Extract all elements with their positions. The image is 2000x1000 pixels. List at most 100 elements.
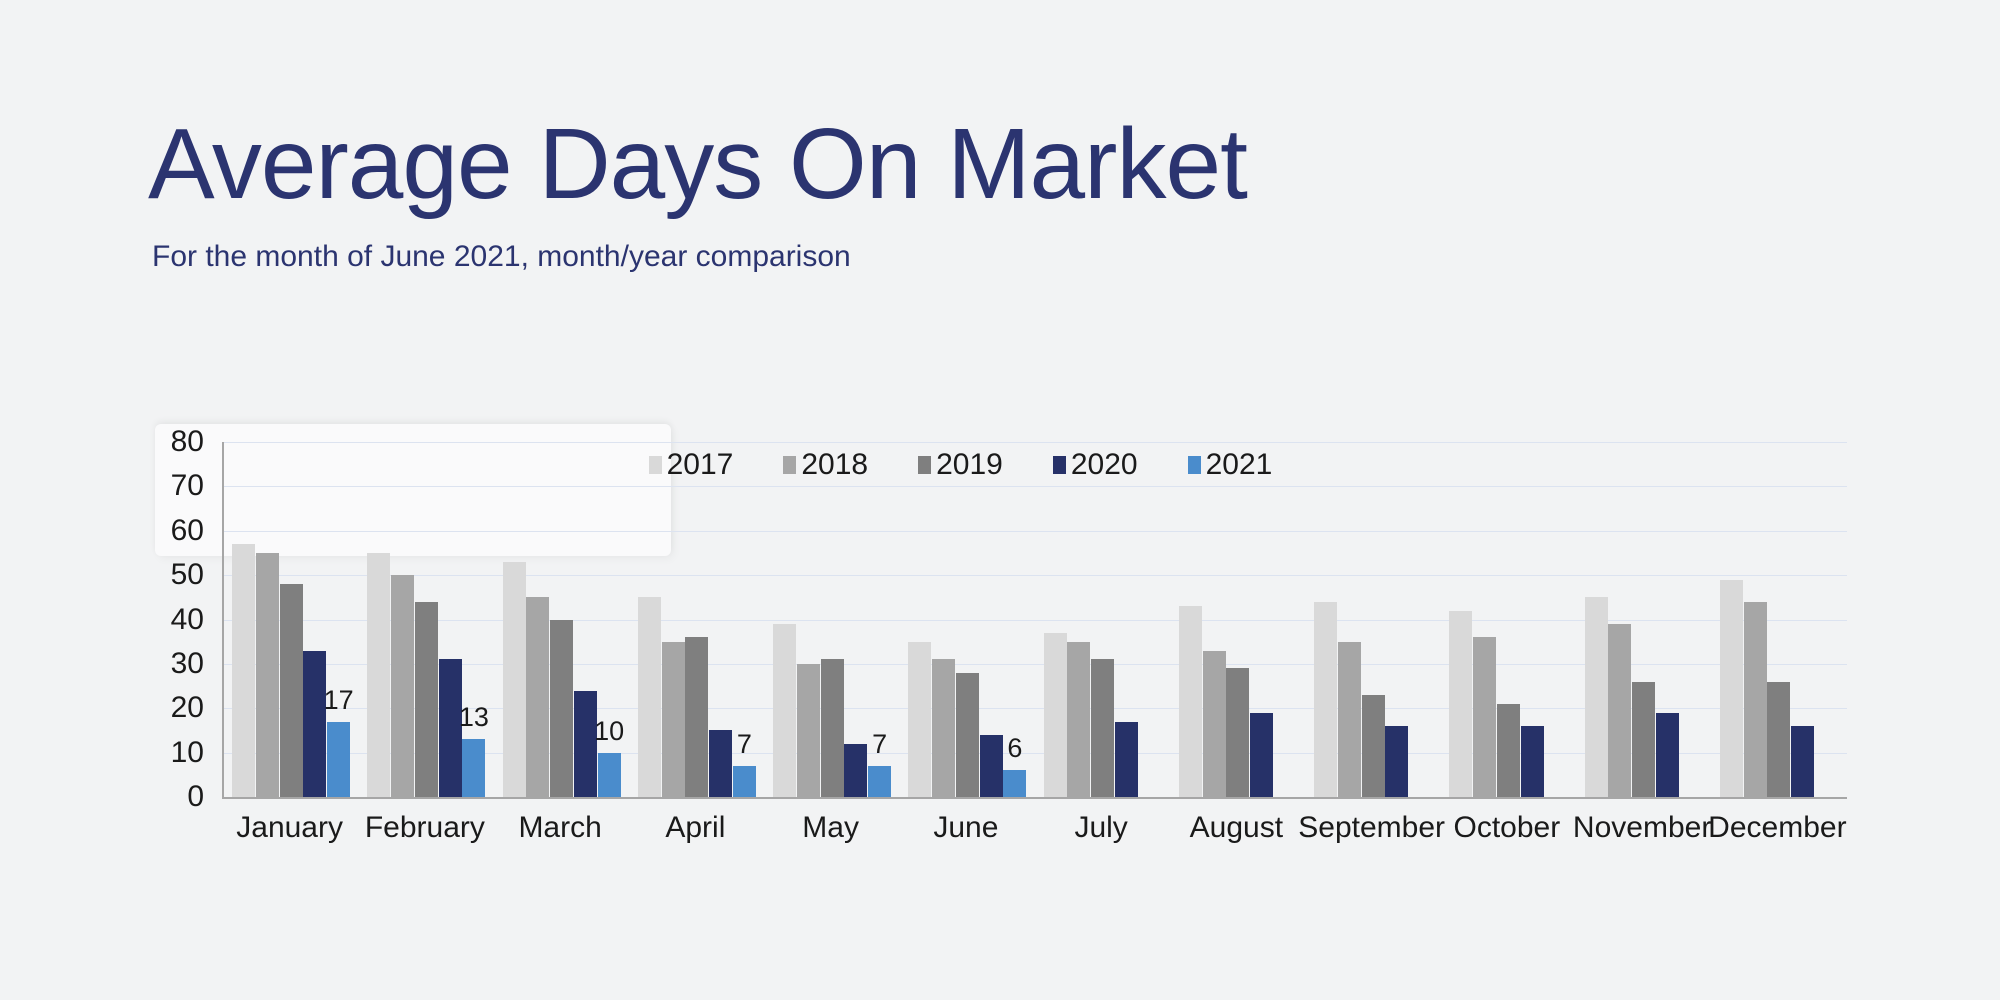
bar-2017-october <box>1449 610 1473 797</box>
bar-2020-march <box>573 690 597 797</box>
bar-2019-may <box>820 659 844 797</box>
page-subtitle: For the month of June 2021, month/year c… <box>152 240 851 273</box>
bar-group-february: 13 <box>359 442 494 797</box>
y-tick-label-60: 60 <box>170 513 204 547</box>
bar-2018-october <box>1473 637 1497 797</box>
bar-2018-august <box>1202 650 1226 797</box>
bar-2021-january <box>327 721 351 797</box>
bar-2018-december <box>1743 601 1767 797</box>
x-tick-label-january: January <box>236 811 343 844</box>
highlight-panel <box>155 424 671 556</box>
y-tick-label-70: 70 <box>170 469 204 503</box>
x-tick-label-october: October <box>1453 811 1561 844</box>
legend-marker-2018 <box>783 456 797 474</box>
legend-item-2020: 2020 <box>1052 450 1138 480</box>
data-label-2021-april: 7 <box>736 728 752 759</box>
legend-marker-2021 <box>1187 456 1201 474</box>
bar-2020-august <box>1250 712 1274 797</box>
x-tick-label-february: February <box>364 811 485 844</box>
data-label-2021-february: 13 <box>458 702 489 733</box>
x-tick-label-june: June <box>933 811 999 844</box>
bar-2020-june <box>979 734 1003 797</box>
bar-2019-june <box>955 672 979 797</box>
bar-2019-february <box>414 601 438 797</box>
bar-2017-september <box>1314 601 1337 797</box>
bar-2017-july <box>1043 632 1067 797</box>
legend-item-2019: 2019 <box>918 450 1003 480</box>
bar-2017-august <box>1178 606 1202 797</box>
bar-2021-may <box>868 765 892 797</box>
gridline-30 <box>224 663 1847 665</box>
bar-2020-december <box>1791 726 1815 797</box>
y-tick-label-50: 50 <box>170 558 204 592</box>
bar-2020-july <box>1114 721 1138 797</box>
bar-2019-april <box>685 637 709 797</box>
x-tick-label-december: December <box>1708 811 1847 844</box>
bar-2017-february <box>367 552 391 797</box>
bar-2020-october <box>1520 726 1544 797</box>
x-tick-label-august: August <box>1189 811 1284 844</box>
bar-2019-march <box>550 619 574 797</box>
bar-2021-march <box>597 752 621 797</box>
legend-item-2017: 2017 <box>648 450 733 480</box>
bar-2019-december <box>1767 681 1791 797</box>
legend-label-2018: 2018 <box>801 448 869 481</box>
bar-group-december <box>1712 442 1847 797</box>
bar-2018-november <box>1608 623 1632 797</box>
bar-2019-july <box>1091 659 1115 797</box>
legend-marker-2017 <box>648 456 662 474</box>
bar-group-september <box>1306 442 1441 797</box>
gridline-60 <box>224 530 1847 532</box>
legend-marker-2019 <box>918 456 932 474</box>
bar-group-june: 6 <box>900 442 1035 797</box>
x-tick-label-september: September <box>1298 811 1445 844</box>
bar-2019-november <box>1632 681 1656 797</box>
bar-2020-may <box>844 743 868 797</box>
bar-2019-september <box>1361 694 1385 797</box>
gridline-40 <box>224 619 1847 621</box>
bar-group-january: 17 <box>224 442 359 797</box>
y-tick-label-0: 0 <box>187 780 204 813</box>
bar-2020-november <box>1655 712 1679 797</box>
x-tick-label-april: April <box>665 811 726 844</box>
bar-2020-january <box>303 650 327 797</box>
x-tick-label-may: May <box>802 811 859 844</box>
bar-group-may: 7 <box>765 442 900 797</box>
bar-2018-june <box>932 659 956 797</box>
bar-group-november <box>1577 442 1712 797</box>
bar-2017-march <box>502 561 526 797</box>
y-tick-label-10: 10 <box>170 735 204 769</box>
bar-2020-february <box>438 659 462 797</box>
y-tick-label-80: 80 <box>170 425 204 458</box>
bar-2018-february <box>391 575 415 797</box>
bar-2018-april <box>661 641 685 797</box>
bar-2017-january <box>232 544 255 797</box>
bar-2017-june <box>908 641 932 797</box>
gridline-80 <box>224 442 1847 443</box>
bar-2019-october <box>1496 703 1520 797</box>
bar-2018-march <box>526 597 550 797</box>
legend-label-2021: 2021 <box>1205 448 1273 481</box>
gridline-50 <box>224 575 1847 577</box>
y-tick-label-20: 20 <box>170 691 204 725</box>
bar-2017-december <box>1719 579 1743 797</box>
gridline-10 <box>224 752 1847 754</box>
bar-2018-september <box>1337 641 1361 797</box>
data-label-2021-may: 7 <box>872 728 888 759</box>
bar-group-july <box>1036 442 1171 797</box>
x-tick-label-march: March <box>518 811 602 844</box>
y-tick-label-30: 30 <box>170 646 204 680</box>
legend-marker-2020 <box>1052 456 1066 474</box>
bar-2017-april <box>637 597 661 797</box>
gridline-20 <box>224 708 1847 710</box>
bar-2020-april <box>709 730 733 797</box>
bar-2018-july <box>1067 641 1091 797</box>
bar-2021-april <box>732 765 756 797</box>
data-label-2021-march: 10 <box>594 715 625 746</box>
plot-area: 2017 2018 2019 2020 2021 17 13 10 7 7 6 <box>222 442 1847 799</box>
bar-2021-june <box>1003 770 1027 797</box>
x-tick-label-november: November <box>1572 811 1712 844</box>
bar-2018-may <box>796 663 820 797</box>
